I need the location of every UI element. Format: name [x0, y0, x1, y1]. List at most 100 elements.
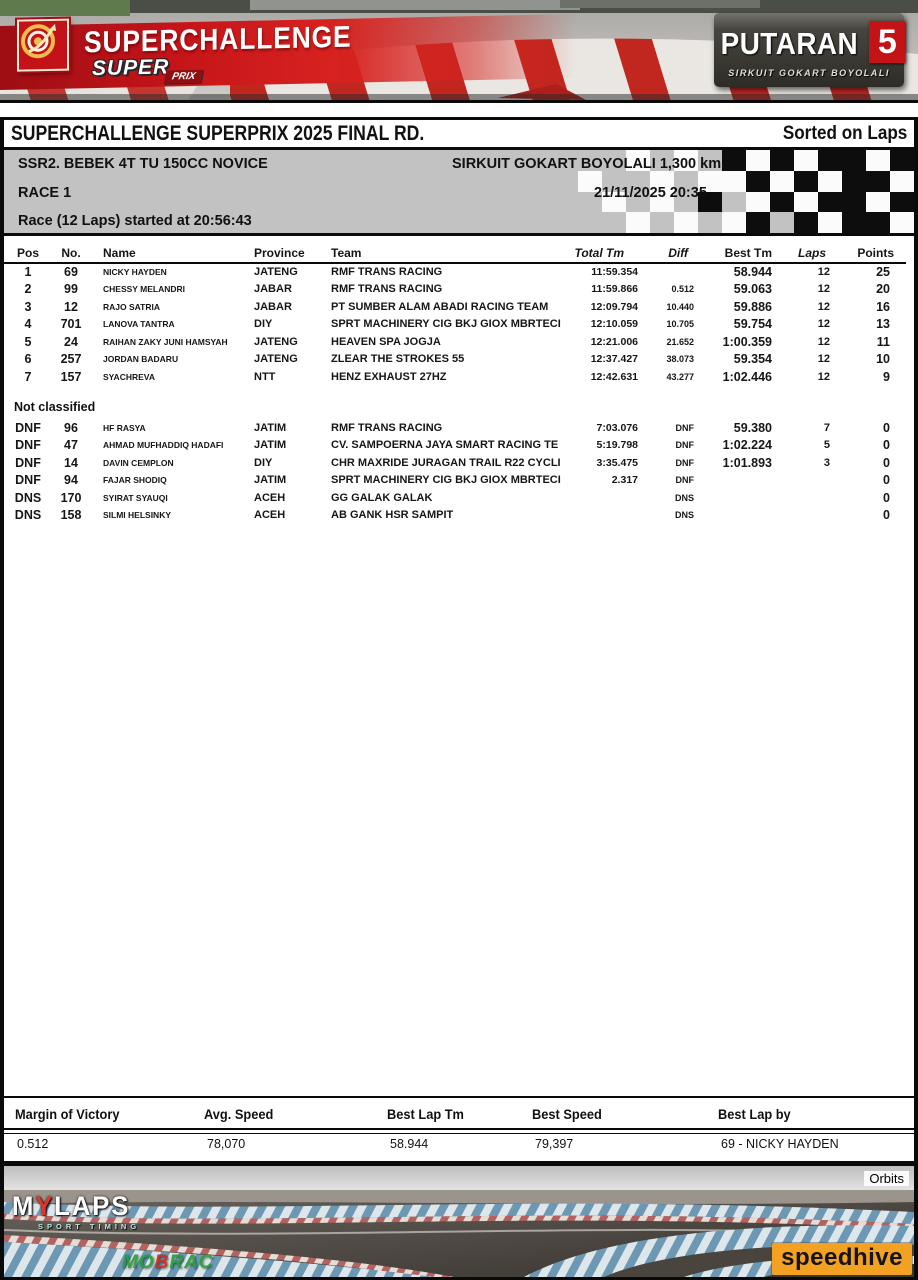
summary-rule — [4, 1128, 914, 1134]
round-badge-subtitle: SIRKUIT GOKART BOYOLALI — [728, 68, 890, 79]
checker-cell — [722, 192, 746, 213]
cell-points: 0 — [883, 420, 890, 435]
cell-diff: 43.277 — [666, 371, 694, 382]
cell-diff: DNF — [675, 457, 695, 468]
summary-header-best-speed: Best Speed — [532, 1107, 602, 1122]
checker-cell — [650, 212, 674, 233]
cell-team: CV. SAMPOERNA JAYA SMART RACING TE — [331, 439, 559, 452]
checker-cell — [602, 191, 626, 213]
cell-pos: 6 — [24, 352, 32, 367]
cell-total: 11:59.866 — [591, 283, 638, 296]
col-header-pos: Pos — [16, 245, 39, 260]
col-header-points: Points — [857, 245, 894, 260]
cell-points: 20 — [876, 282, 890, 297]
mylaps-y-glyph: Y — [35, 1191, 55, 1221]
checker-cell — [698, 170, 722, 192]
cell-pos: 4 — [24, 317, 32, 332]
cell-points: 11 — [876, 334, 890, 349]
col-header-province: Province — [254, 245, 305, 260]
orbits-strip: Orbits — [4, 1166, 914, 1190]
col-header-team: Team — [331, 245, 362, 260]
cell-laps: 12 — [817, 318, 830, 331]
checker-cell — [866, 150, 890, 171]
orbits-label: Orbits — [864, 1170, 909, 1186]
cell-best: 58.944 — [733, 265, 772, 280]
checker-cell — [770, 191, 794, 213]
cell-pos: DNS — [14, 490, 42, 505]
cell-laps — [776, 489, 844, 507]
checker-cell — [746, 150, 770, 171]
cell-total — [561, 489, 644, 507]
table-row: 2 99 CHESSY MELANDRI JABAR RMF TRANS RACING 1… — [4, 281, 906, 299]
results-header-row: Pos No. Name Province Team Total Tm Diff… — [4, 243, 906, 263]
checker-cell — [890, 150, 914, 171]
cell-diff: DNF — [675, 440, 695, 451]
cell-team: SPRT MACHINERY CIG BKJ GIOX MBRTECI — [331, 318, 561, 331]
checker-cell — [794, 150, 818, 171]
table-row: 1 69 NICKY HAYDEN JATENG RMF TRANS RACING 11:… — [4, 263, 906, 281]
cell-points: 16 — [876, 299, 890, 314]
race-summary: Margin of Victory Avg. Speed Best Lap Tm… — [4, 1096, 914, 1158]
sponsor-logo: MOBRAC — [122, 1252, 214, 1273]
col-header-best-tm: Best Tm — [724, 245, 772, 260]
cell-pos: 3 — [24, 299, 32, 314]
cell-no: 14 — [64, 455, 78, 470]
results-table-not-classified: DNF 96 HF RASYA JATIM RMF TRANS RACING 7:03.0… — [4, 419, 906, 524]
event-info-box: SSR2. BEBEK 4T TU 150CC NOVICE SIRKUIT G… — [4, 150, 914, 236]
cell-points: 10 — [876, 352, 890, 367]
cell-total: 7:03.076 — [596, 421, 638, 434]
superchallenge-target-logo — [17, 18, 69, 72]
checker-cell — [842, 191, 866, 213]
cell-total: 12:09.794 — [590, 300, 638, 313]
cell-pos: DNF — [15, 455, 41, 470]
banner-divider-line — [0, 100, 918, 103]
cell-best — [700, 472, 776, 490]
cell-total: 5:19.798 — [596, 439, 638, 452]
sorted-on-label: Sorted on Laps — [782, 122, 907, 144]
report-title: SUPERCHALLENGE SUPERPRIX 2025 FINAL RD. — [11, 121, 425, 145]
cell-name: RAJO SATRIA — [103, 301, 160, 312]
cell-total: 12:42.631 — [590, 370, 638, 383]
checker-cell — [866, 191, 890, 213]
summary-header-avg-speed: Avg. Speed — [204, 1107, 274, 1122]
cell-name: NICKY HAYDEN — [103, 267, 167, 278]
cell-province: JATENG — [254, 266, 298, 279]
checker-cell — [602, 212, 626, 233]
superprix-logo: SUPER PRIX — [92, 55, 205, 84]
title-bar: SUPERCHALLENGE SUPERPRIX 2025 FINAL RD. … — [4, 117, 914, 150]
col-header-name: Name — [103, 245, 136, 260]
checker-cell — [818, 191, 842, 213]
cell-province: ACEH — [254, 509, 286, 522]
cell-province: JABAR — [254, 300, 292, 313]
mylaps-logo: MYLAPS — [12, 1191, 131, 1221]
round-number: 5 — [869, 21, 906, 63]
cell-diff: 0.512 — [671, 284, 694, 295]
table-row: 7 157 SYACHREVA NTT HENZ EXHAUST 27HZ 12:42.6… — [4, 368, 906, 386]
table-row: DNF 94 FAJAR SHODIQ JATIM SPRT MACHINERY CIG… — [4, 472, 906, 490]
cell-diff: DNF — [675, 475, 695, 486]
cell-province: JATIM — [254, 421, 287, 434]
cell-no: 12 — [64, 299, 78, 314]
table-row: DNS 158 SILMI HELSINKY ACEH AB GANK HSR SAMP… — [4, 507, 906, 525]
checkered-flag-decoration — [578, 150, 914, 233]
cell-best: 1:00.359 — [722, 334, 772, 349]
series-title: SUPERCHALLENGE — [84, 20, 352, 60]
cell-province: JATENG — [254, 353, 298, 366]
cell-team: ZLEAR THE STROKES 55 — [331, 353, 465, 366]
table-row: 6 257 JORDAN BADARU JATENG ZLEAR THE STROKES… — [4, 351, 906, 369]
cell-points: 0 — [883, 438, 890, 453]
cell-province: JATENG — [254, 335, 298, 348]
table-row: 4 701 LANOVA TANTRA DIY SPRT MACHINERY CIG B… — [4, 316, 906, 334]
cell-name: SILMI HELSINKY — [103, 510, 172, 521]
cell-team: RMF TRANS RACING — [331, 266, 443, 279]
summary-value-margin: 0.512 — [17, 1137, 49, 1151]
checker-cell — [698, 191, 722, 213]
cell-team: SPRT MACHINERY CIG BKJ GIOX MBRTECI — [331, 474, 561, 487]
footer-divider-bar — [4, 1161, 914, 1166]
checker-cell — [890, 170, 914, 192]
cell-points: 0 — [883, 455, 890, 470]
cell-team: HENZ EXHAUST 27HZ — [331, 370, 447, 383]
col-header-laps: Laps — [797, 245, 826, 260]
cell-pos: 1 — [24, 265, 32, 280]
cell-total: 12:10.059 — [590, 318, 638, 331]
